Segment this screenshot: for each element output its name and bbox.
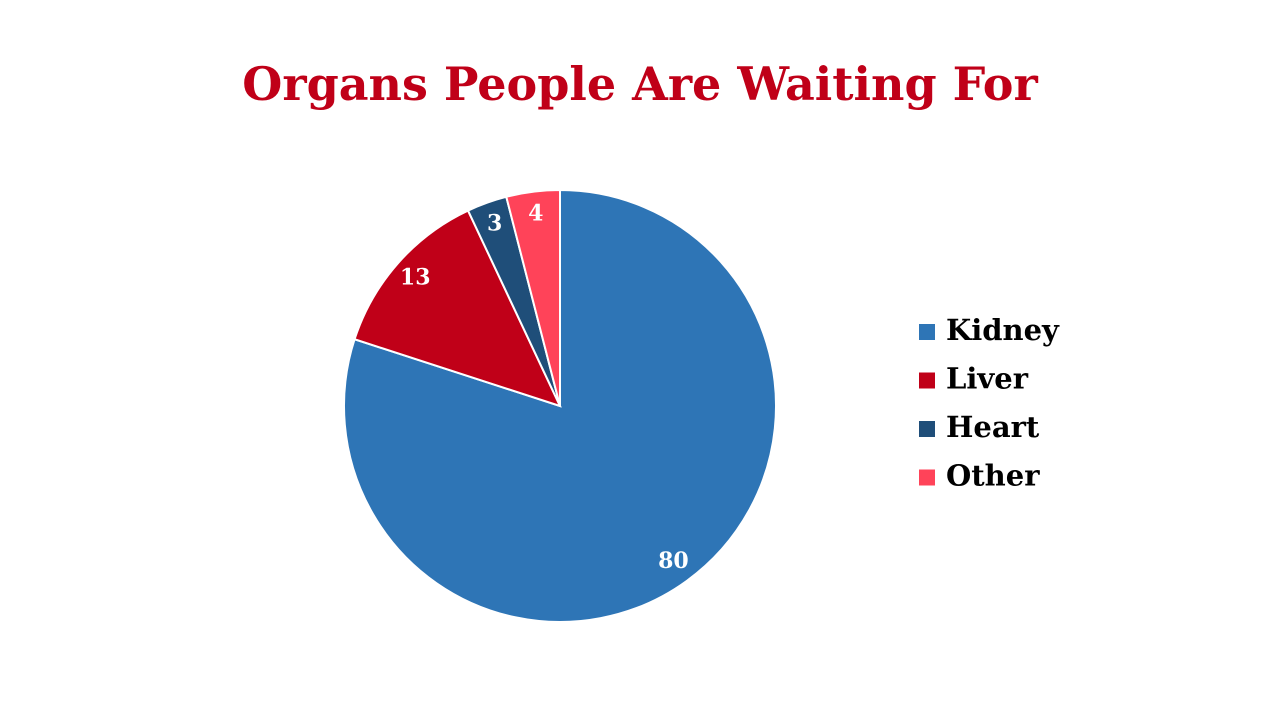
- data-label: 13: [400, 264, 431, 290]
- chart-title: Organs People Are Waiting For: [242, 57, 1038, 111]
- legend-label: Heart: [946, 410, 1040, 444]
- data-label: 80: [658, 548, 689, 574]
- legend-label: Kidney: [946, 313, 1060, 347]
- pie-slice: [353, 209, 562, 408]
- data-label: 3: [487, 210, 502, 236]
- legend-label: Liver: [946, 362, 1029, 396]
- legend-swatch: [919, 324, 935, 340]
- pie-slice: [505, 188, 561, 407]
- legend-swatch: [919, 469, 935, 486]
- data-label: 4: [528, 201, 543, 227]
- legend-swatch: [919, 421, 935, 437]
- legend-label: Other: [946, 459, 1040, 493]
- legend-swatch: [919, 372, 935, 389]
